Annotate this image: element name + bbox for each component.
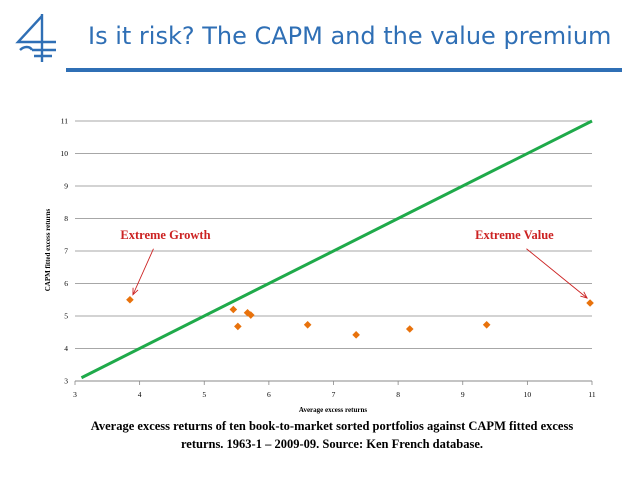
x-tick-label: 3	[73, 390, 77, 399]
y-tick-label: 11	[61, 117, 68, 126]
data-point	[352, 331, 360, 339]
y-tick-label: 7	[64, 247, 68, 256]
data-point	[586, 299, 594, 307]
page-title: Is it risk? The CAPM and the value premi…	[88, 22, 612, 50]
x-tick-label: 5	[202, 390, 206, 399]
annotation-arrowhead	[580, 291, 588, 299]
x-tick-label: 10	[524, 390, 532, 399]
caption-line-1: Average excess returns of ten book-to-ma…	[90, 419, 574, 433]
data-point	[229, 305, 238, 314]
data-point	[405, 325, 414, 333]
y-axis-label: CAPM fitted excess returns	[44, 208, 52, 291]
institution-logo-icon	[15, 14, 56, 62]
x-tick-label: 7	[332, 390, 336, 399]
y-tick-label: 8	[64, 214, 68, 223]
reference-line-45-degree	[80, 119, 593, 380]
annotation-arrow-line	[132, 248, 154, 295]
data-point	[243, 308, 252, 317]
annotation-label: Extreme Value	[475, 228, 554, 242]
y-tick-label: 3	[64, 377, 68, 386]
data-point	[234, 322, 242, 331]
data-point	[126, 295, 134, 304]
y-tick-label: 9	[64, 182, 68, 191]
point-layer	[126, 295, 594, 339]
annotation-label: Extreme Growth	[120, 228, 210, 242]
caption-line-2: returns. 1963-1 – 2009-09. Source: Ken F…	[180, 437, 484, 451]
line-layer	[80, 119, 593, 380]
tick-layer: 3 4 5 6 7 8 9 10 11 3 4 5 6 7 8 9 10 11	[61, 117, 596, 400]
data-point	[482, 320, 491, 329]
data-point	[303, 320, 312, 329]
x-axis-label: Average excess returns	[299, 406, 367, 414]
title-divider	[66, 68, 622, 72]
annotation-arrowhead	[132, 287, 139, 296]
y-tick-label: 4	[64, 344, 68, 353]
x-tick-label: 11	[588, 390, 595, 399]
x-tick-label: 6	[267, 390, 271, 399]
x-tick-label: 8	[396, 390, 400, 399]
y-tick-label: 5	[64, 312, 68, 321]
y-tick-label: 6	[64, 279, 68, 288]
data-point	[246, 311, 255, 319]
annotation-layer: Extreme Growth Extreme Value	[120, 228, 588, 299]
grid-layer	[75, 120, 592, 349]
x-tick-label: 4	[138, 390, 142, 399]
figure-caption: Average excess returns of ten book-to-ma…	[52, 417, 612, 453]
y-tick-label: 10	[61, 149, 69, 158]
x-tick-label: 9	[461, 390, 465, 399]
annotation-arrow-line	[526, 248, 588, 299]
